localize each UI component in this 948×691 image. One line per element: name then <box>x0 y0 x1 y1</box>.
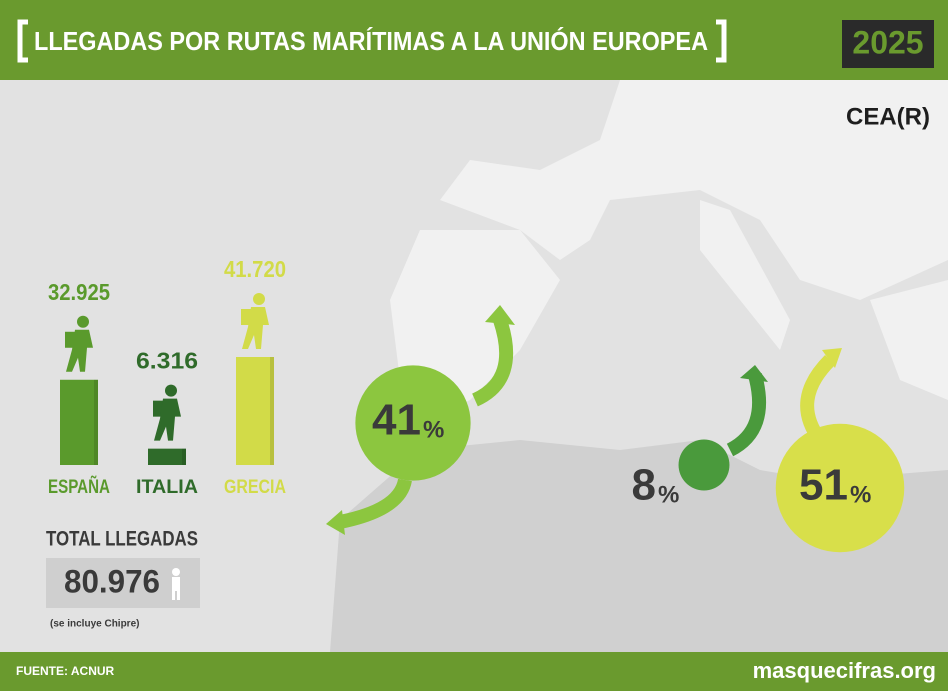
brand: CEA(R) <box>846 103 930 130</box>
bracket <box>17 19 28 63</box>
title: LLEGADAS POR RUTAS MARÍTIMAS A LA UNIÓN … <box>34 26 708 56</box>
icon-head <box>77 315 89 328</box>
route-circle <box>678 439 730 491</box>
route-percent: 51 <box>799 461 848 510</box>
route-circle <box>775 423 905 553</box>
bracket <box>716 19 727 63</box>
year: 2025 <box>852 24 923 60</box>
site: masquecifras.org <box>753 658 936 683</box>
total-value: 80.976 <box>64 563 160 599</box>
source: FUENTE: ACNUR <box>16 664 115 678</box>
value-label: 32.925 <box>48 279 110 305</box>
route-percent: 8 <box>632 461 656 510</box>
hiker-icon <box>241 293 269 349</box>
icon-body <box>242 307 269 349</box>
icon-pack <box>153 400 163 417</box>
arrowheads <box>326 305 842 535</box>
icon-pack <box>241 309 251 325</box>
route-percent: 41 <box>372 396 421 445</box>
bar <box>148 448 186 465</box>
bar <box>236 357 274 465</box>
hiker-icon <box>153 384 181 441</box>
bar-side <box>94 379 98 465</box>
header-bar <box>0 0 948 80</box>
route-unit: % <box>423 416 444 443</box>
value-label: 6.316 <box>136 348 198 374</box>
icon-head <box>165 384 177 397</box>
footer-bar <box>0 652 948 691</box>
total-label: TOTAL LLEGADAS <box>46 528 198 551</box>
year-box <box>842 20 934 68</box>
category-label: ITALIA <box>136 477 198 498</box>
bar-side <box>270 357 274 465</box>
icon-body <box>154 398 181 441</box>
total-note: (se incluye Chipre) <box>50 619 139 630</box>
icon-head <box>253 293 265 305</box>
value-label: 41.720 <box>224 256 286 282</box>
bar <box>60 379 98 465</box>
hiker-icon <box>65 315 93 372</box>
route-circle <box>355 365 471 481</box>
arrows <box>338 317 836 529</box>
bar-side <box>182 448 186 465</box>
icon-body <box>66 329 93 372</box>
route-unit: % <box>658 481 679 508</box>
category-label: GRECIA <box>224 477 286 498</box>
total-icon <box>172 568 180 600</box>
category-label: ESPAÑA <box>48 476 110 498</box>
icon-pack <box>65 331 75 348</box>
route-unit: % <box>850 481 871 508</box>
